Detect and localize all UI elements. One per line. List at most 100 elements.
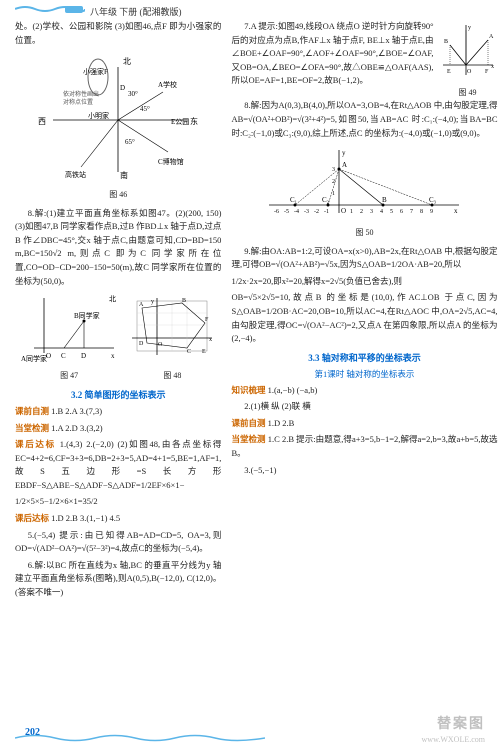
in-class-label-r: 当堂检测 <box>231 434 265 444</box>
svg-text:-5: -5 <box>284 209 289 215</box>
watermark-url: www.WXOLE.com <box>422 735 485 744</box>
fig50-caption: 图 50 <box>231 227 497 240</box>
svg-text:C: C <box>61 352 66 360</box>
in-class-r2: 3.(−5,−1) <box>231 464 497 478</box>
svg-text:y: y <box>468 25 471 31</box>
svg-text:北: 北 <box>109 295 116 303</box>
svg-text:D: D <box>139 341 144 347</box>
svg-text:-1: -1 <box>324 209 329 215</box>
fig46-south-label: 南 <box>120 170 128 180</box>
svg-text:2: 2 <box>360 209 363 215</box>
svg-text:y: y <box>151 299 154 305</box>
svg-text:O: O <box>158 342 163 348</box>
svg-text:8: 8 <box>420 209 423 215</box>
svg-text:x: x <box>491 64 494 70</box>
svg-text:B: B <box>182 298 186 304</box>
fig46-f-label: 小强家F <box>83 67 108 76</box>
right-p7a: 7.A 提示:如图49,线段OA 绕点O 逆时针方向旋转90°后的对应点为点B,… <box>231 20 433 96</box>
formula-1: 1/2×5×5−1/2×6×1=35/2 <box>15 495 221 509</box>
svg-text:B: B <box>382 196 387 204</box>
pre-test-r: 1.D 2.B <box>268 418 295 428</box>
in-class-right-row: 当堂检测 1.C 2.B 提示:由题意,得a+3=5,b−1=2,解得a=2,b… <box>231 433 497 460</box>
svg-text:-3: -3 <box>304 209 309 215</box>
section-3-2-title: 3.2 简单图形的坐标表示 <box>15 388 221 402</box>
post-label: 课后达标 <box>15 439 56 449</box>
right-column: 7.A 提示:如图49,线段OA 绕点O 逆时针方向旋转90°后的对应点为点B,… <box>231 20 497 603</box>
svg-text:F: F <box>205 317 209 323</box>
svg-text:4: 4 <box>380 209 383 215</box>
post-p3: 5.(−5,4) 提示:由已知得AB=AD=CD=5, OA=3,则OD=√(A… <box>15 529 221 556</box>
svg-text:-2: -2 <box>314 209 319 215</box>
fig46-east-label: 东 <box>190 116 198 126</box>
pre-test-row: 课前自测 1.B 2.A 3.(7,3) <box>15 405 221 419</box>
fig46-station-label: 高铁站 <box>65 170 86 179</box>
svg-text:O: O <box>46 352 51 360</box>
svg-text:E: E <box>202 349 206 355</box>
main-content: 处。(2)学校、公园和影院 (3)如图46,点F 即为小强家的位置。 北 南 西… <box>0 0 500 613</box>
fig46-caption: 图 46 <box>15 189 221 202</box>
knowledge-label: 知识梳理 <box>231 385 265 395</box>
svg-text:C₃: C₃ <box>429 196 437 204</box>
post-label-2: 课后达标 <box>15 513 49 523</box>
fig46-angle45: 45° <box>140 105 150 113</box>
svg-text:B同学家: B同学家 <box>74 311 100 320</box>
svg-text:x: x <box>111 352 115 360</box>
fig46-note1: 依对称性画出 <box>63 90 99 98</box>
svg-text:1: 1 <box>350 209 353 215</box>
svg-text:B: B <box>444 39 448 45</box>
left-column: 处。(2)学校、公园和影院 (3)如图46,点F 即为小强家的位置。 北 南 西… <box>15 20 221 603</box>
svg-text:O: O <box>341 207 346 215</box>
in-class-label: 当堂检测 <box>15 423 49 433</box>
right-p9: 9.解:由OA:AB=1:2,可设OA=x(x>0),AB=2x,在Rt△OAB… <box>231 245 497 272</box>
figure-49-svg: A B E F O x y <box>438 20 498 80</box>
formula-2: 1/2x·2x=20,即x²=20,解得x=2√5(负值已舍去),则 <box>231 275 497 289</box>
fig46-a-label: A学校 <box>158 80 177 89</box>
footer-wave <box>15 733 265 743</box>
svg-text:E: E <box>447 69 451 75</box>
left-p1: 处。(2)学校、公园和影院 (3)如图46,点F 即为小强家的位置。 <box>15 20 221 47</box>
svg-text:1: 1 <box>332 191 335 197</box>
fig49-caption: 图 49 <box>438 87 498 100</box>
svg-text:7: 7 <box>410 209 413 215</box>
fig46-note2: 对称点位置 <box>63 98 93 106</box>
svg-text:C₂: C₂ <box>322 196 330 204</box>
knowledge-answers: 1.(a,−b) (−a,b) <box>268 385 318 395</box>
fig46-north-label: 北 <box>123 57 131 66</box>
fig47-caption: 图 47 <box>19 370 119 383</box>
post-p2: 1.D 2.B 3.(1,−1) 4.5 <box>51 513 120 523</box>
svg-text:O: O <box>467 69 472 75</box>
pre-test-label: 课前自测 <box>15 406 49 416</box>
svg-text:A: A <box>489 34 494 40</box>
left-p8: 8.解:(1)建立平面直角坐标系如图47。(2)(200, 150) (3)如图… <box>15 207 221 289</box>
post-p2-row: 课后达标 1.D 2.B 3.(1,−1) 4.5 <box>15 512 221 526</box>
watermark-text: 替案图 <box>437 713 485 733</box>
in-class-row: 当堂检测 1.A 2.D 3.(3,2) <box>15 422 221 436</box>
fig46-angle65: 65° <box>125 138 135 146</box>
svg-text:x: x <box>209 337 212 343</box>
knowledge-row: 知识梳理 1.(a,−b) (−a,b) <box>231 384 497 398</box>
svg-text:3: 3 <box>332 167 335 173</box>
pre-test-answers: 1.B 2.A 3.(7,3) <box>51 406 102 416</box>
svg-text:3: 3 <box>370 209 373 215</box>
header-wave <box>15 5 85 13</box>
right-p8: 8.解:因为A(0,3),B(4,0),所以OA=3,OB=4,在Rt△AOB … <box>231 99 497 140</box>
fig48-caption: 图 48 <box>127 370 217 383</box>
pre-test-label-r: 课前自测 <box>231 418 265 428</box>
svg-text:F: F <box>485 69 489 75</box>
svg-text:A同学家: A同学家 <box>21 354 47 363</box>
svg-text:A: A <box>342 161 347 169</box>
figures-47-48: 北 B同学家 A同学家 O C D x 图 47 <box>15 293 221 382</box>
fig46-west-label: 西 <box>38 117 46 126</box>
section-3-3-title: 3.3 轴对称和平移的坐标表示 <box>231 351 497 365</box>
svg-text:D: D <box>81 352 86 360</box>
svg-text:5: 5 <box>390 209 393 215</box>
figure-46: 北 南 西 东 A学校 高铁站 C博物馆 E公园 45° 30° 65° 小明家 <box>15 52 221 201</box>
in-class-r: 1.C 2.B 提示:由题意,得a+3=5,b−1=2,解得a=2,b=3,故a… <box>231 434 497 458</box>
post-p4: 6.解:以BC 所在直线为x 轴,BC 的垂直平分线为y 轴建立平面直角坐标系(… <box>15 559 221 600</box>
post-row: 课后达标 1.(4,3) 2.(−2,0) (2)如图48,由各点坐标得EC=4… <box>15 438 221 492</box>
fig46-angle30: 30° <box>128 90 138 98</box>
svg-text:A: A <box>139 302 144 308</box>
right-p9-2: OB=√5×2√5=10,故点B 的坐标是(10,0),作AC⊥OB 于点C,因… <box>231 291 497 345</box>
page-header: 八年级 下册 (配湘教版) <box>90 5 182 18</box>
lesson-1-title: 第1课时 轴对称的坐标表示 <box>231 368 497 382</box>
